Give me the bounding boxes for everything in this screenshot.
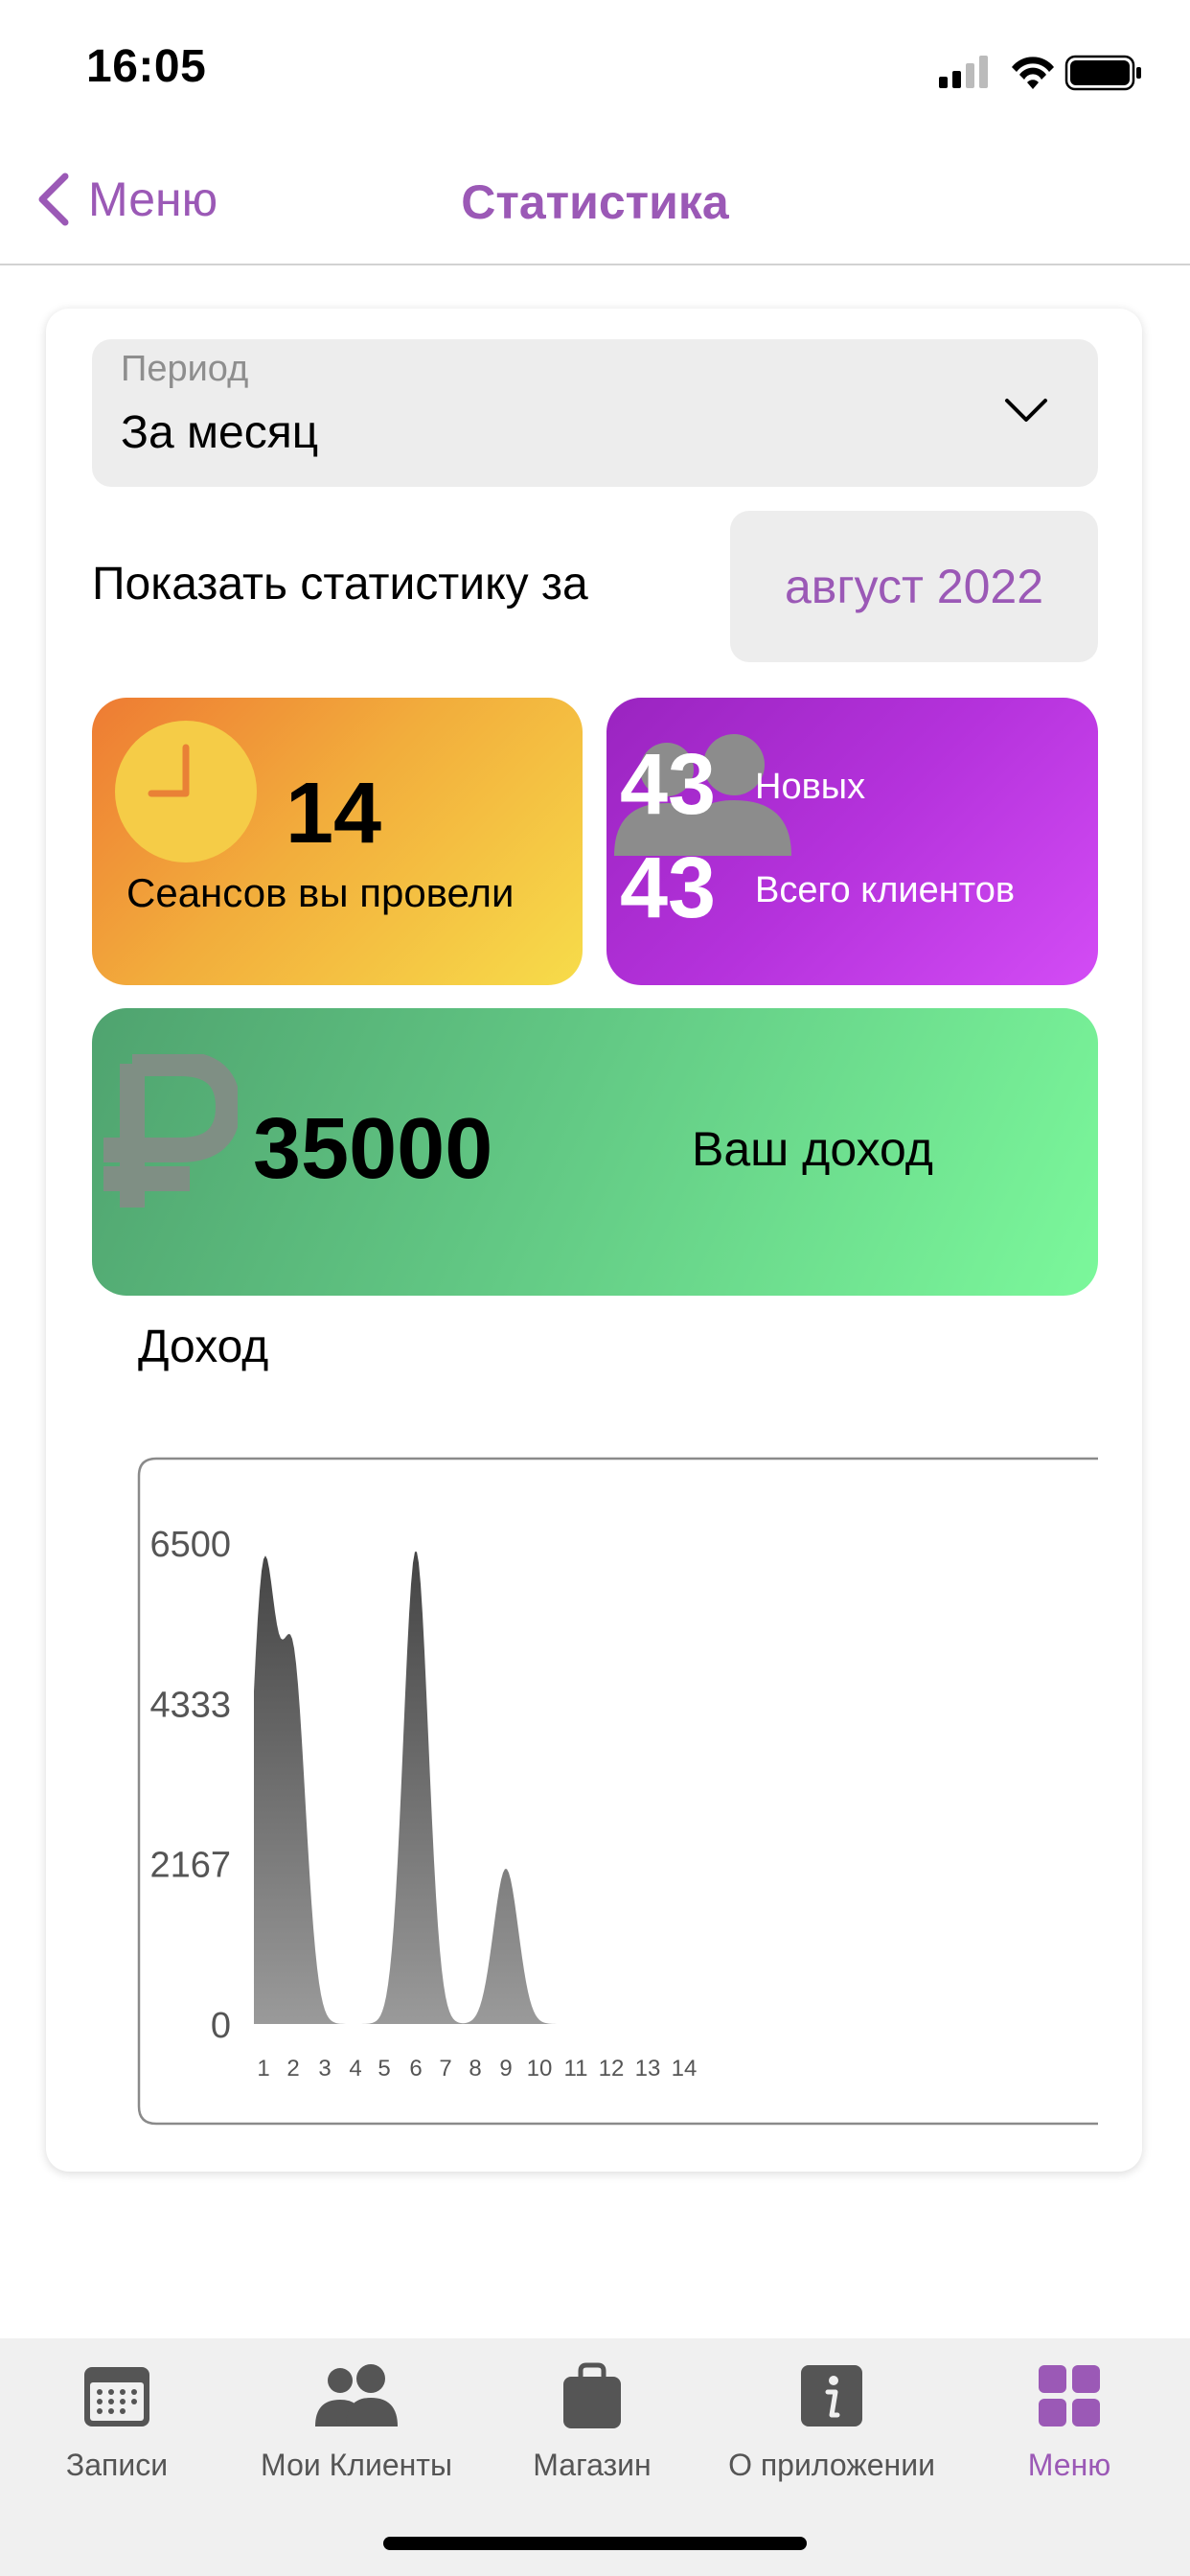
nav-divider xyxy=(0,264,1190,265)
sessions-tile: 14 Сеансов вы провели xyxy=(92,698,583,985)
people-icon xyxy=(614,734,791,856)
x-tick-label: 9 xyxy=(499,2056,512,2082)
tab-label: Магазин xyxy=(533,2448,652,2482)
battery-icon xyxy=(1064,55,1141,91)
x-tick-label: 12 xyxy=(599,2056,625,2082)
month-picker-button[interactable]: август 2022 xyxy=(730,511,1098,662)
x-tick-label: 2 xyxy=(286,2056,299,2082)
x-tick-label: 10 xyxy=(527,2056,553,2082)
back-button-label: Меню xyxy=(88,172,218,226)
status-time: 16:05 xyxy=(86,41,207,92)
x-tick-label: 14 xyxy=(672,2056,698,2082)
new-clients-label: Новых xyxy=(755,767,866,807)
tab-about[interactable]: О приложении xyxy=(717,2358,947,2483)
bag-icon xyxy=(563,2362,621,2428)
x-tick-label: 3 xyxy=(318,2056,331,2082)
total-clients-count: 43 xyxy=(620,840,717,936)
tab-label: Меню xyxy=(1027,2448,1111,2482)
x-tick-label: 7 xyxy=(439,2056,451,2082)
income-chart: 0 2167 4333 6500 1 2 3 4 5 6 7 8 9 10 11 12 13 14 xyxy=(137,1457,1098,2126)
tab-label: Записи xyxy=(65,2448,169,2482)
sessions-count: 14 xyxy=(286,766,382,862)
page-title: Статистика xyxy=(461,175,729,229)
chart-frame xyxy=(137,1457,1098,2126)
new-clients-count: 43 xyxy=(620,737,717,833)
sessions-label: Сеансов вы провели xyxy=(126,870,515,915)
x-tick-label: 11 xyxy=(564,2056,588,2082)
tab-label: Мои Клиенты xyxy=(261,2448,452,2482)
show-stats-label: Показать статистику за xyxy=(92,559,588,610)
tab-label: О приложении xyxy=(728,2448,935,2482)
tab-menu[interactable]: Меню xyxy=(993,2358,1146,2483)
x-tick-label: 1 xyxy=(257,2056,269,2082)
ruble-icon xyxy=(103,1054,238,1208)
income-value: 35000 xyxy=(253,1101,493,1197)
info-icon xyxy=(801,2365,862,2426)
income-label: Ваш доход xyxy=(692,1122,933,1176)
x-tick-label: 13 xyxy=(635,2056,661,2082)
y-tick-label: 4333 xyxy=(149,1685,231,1725)
total-clients-label: Всего клиентов xyxy=(755,870,1016,910)
period-value: За месяц xyxy=(121,407,319,458)
tab-bookings[interactable]: Записи xyxy=(40,2358,194,2483)
x-tick-label: 6 xyxy=(409,2056,422,2082)
calendar-icon xyxy=(84,2367,149,2426)
signal-icon xyxy=(939,56,988,88)
clock-icon xyxy=(115,721,257,862)
income-tile: 35000 Ваш доход xyxy=(92,1008,1098,1296)
period-label: Период xyxy=(121,349,249,389)
tab-shop[interactable]: Магазин xyxy=(515,2358,669,2483)
home-indicator xyxy=(383,2537,807,2550)
grid-icon xyxy=(1039,2365,1100,2426)
tab-bar: Записи Мои Клиенты Магазин О приложении xyxy=(0,2338,1190,2576)
income-area-series xyxy=(254,1552,694,2024)
chevron-down-icon xyxy=(1005,399,1047,422)
y-tick-label: 2167 xyxy=(149,1846,231,1886)
status-icons xyxy=(939,55,1141,91)
people-icon xyxy=(315,2364,398,2426)
x-tick-label: 5 xyxy=(378,2056,390,2082)
wifi-icon xyxy=(1012,57,1054,89)
chevron-left-icon xyxy=(38,172,69,226)
chart-title: Доход xyxy=(138,1322,269,1372)
x-tick-label: 8 xyxy=(469,2056,481,2082)
period-select[interactable]: Период За месяц xyxy=(92,339,1098,487)
tab-clients[interactable]: Мои Клиенты xyxy=(241,2358,471,2483)
back-button[interactable]: Меню xyxy=(34,171,217,228)
y-tick-label: 0 xyxy=(211,2006,231,2046)
clients-tile: 43 Новых 43 Всего клиентов xyxy=(606,698,1098,985)
x-tick-label: 4 xyxy=(349,2056,361,2082)
y-tick-label: 6500 xyxy=(149,1525,231,1565)
